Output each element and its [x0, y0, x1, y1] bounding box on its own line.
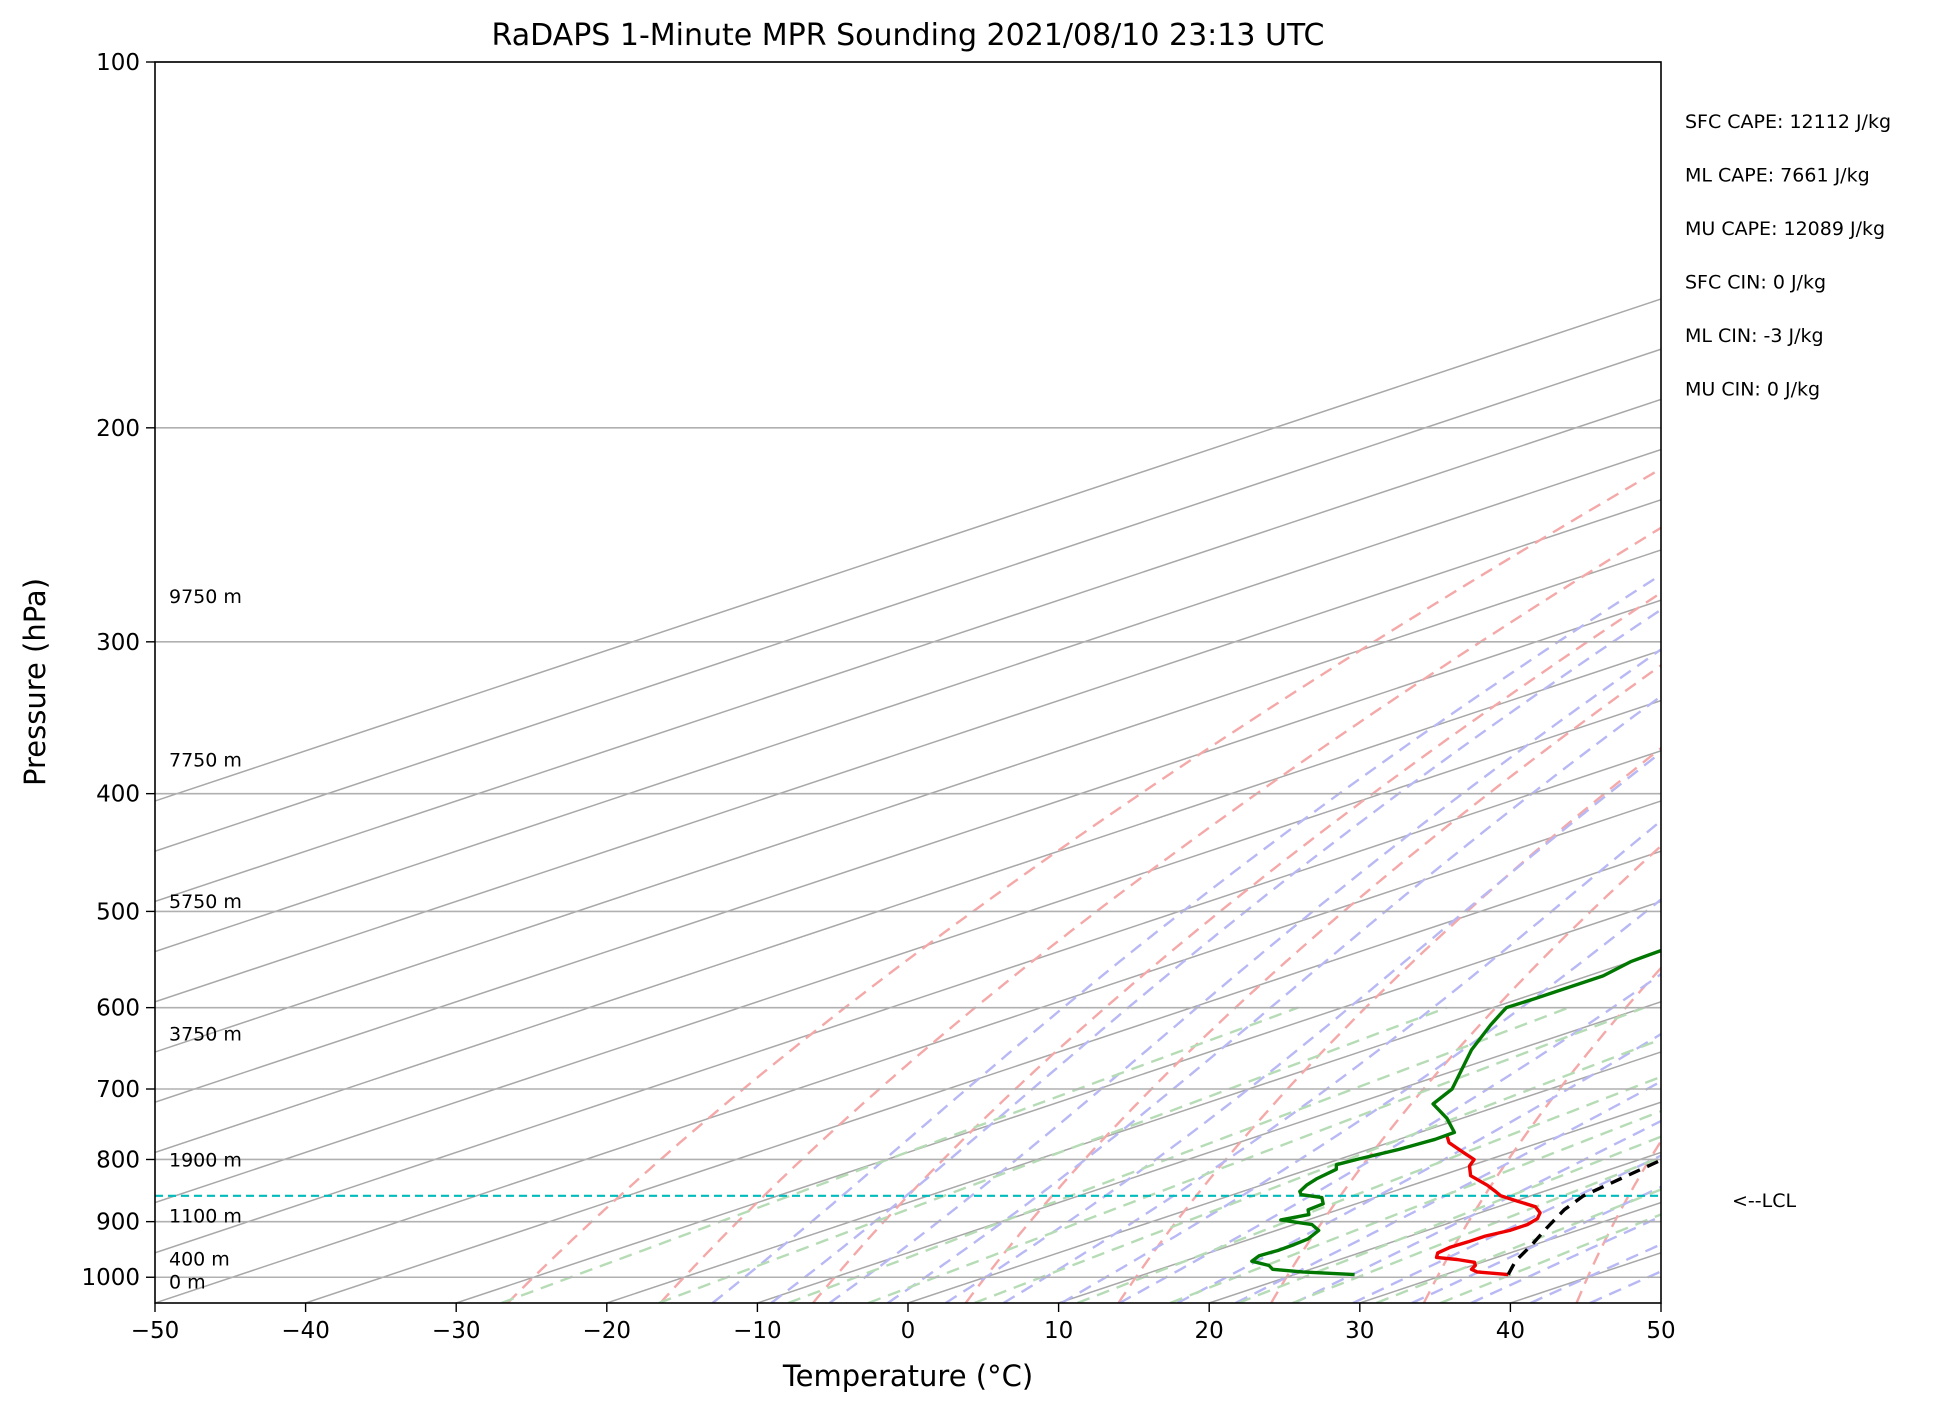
x-tick-label: −20 [583, 1318, 632, 1344]
x-tick-label: 0 [901, 1318, 916, 1344]
y-tick-label: 600 [96, 996, 140, 1022]
x-tick-label: 20 [1195, 1318, 1224, 1344]
stability-indices: SFC CAPE: 12112 J/kg ML CAPE: 7661 J/kg MU… [1685, 111, 1891, 401]
y-tick-label: 300 [96, 630, 140, 656]
x-tick-label: 50 [1646, 1318, 1675, 1344]
x-tick-label: 30 [1345, 1318, 1374, 1344]
plot-background [155, 62, 1661, 1303]
y-tick-label: 100 [96, 50, 140, 76]
height-label: 400 m [169, 1248, 230, 1270]
stability-index-label: SFC CAPE: 12112 J/kg [1685, 111, 1891, 133]
stability-index-label: ML CIN: -3 J/kg [1685, 325, 1824, 347]
lcl-label: <--LCL [1732, 1190, 1796, 1212]
dry-adiabat-line [1882, 62, 1939, 1303]
x-tick-label: 10 [1044, 1318, 1073, 1344]
stability-index-label: SFC CIN: 0 J/kg [1685, 272, 1826, 294]
height-label: 1100 m [169, 1206, 242, 1228]
x-tick-label: −30 [432, 1318, 481, 1344]
x-tick-label: −40 [281, 1318, 330, 1344]
stability-index-label: MU CIN: 0 J/kg [1685, 379, 1820, 401]
stability-index-label: ML CAPE: 7661 J/kg [1685, 165, 1870, 187]
chart-title: RaDAPS 1-Minute MPR Sounding 2021/08/10 … [492, 18, 1325, 53]
y-tick-label: 200 [96, 416, 140, 442]
y-tick-label: 500 [96, 899, 140, 925]
dry-adiabat-line [1729, 62, 1939, 1303]
y-tick-label: 400 [96, 782, 140, 808]
height-label: 0 m [169, 1271, 206, 1293]
y-tick-label: 900 [96, 1210, 140, 1236]
height-label: 1900 m [169, 1149, 242, 1171]
x-tick-label: 40 [1496, 1318, 1525, 1344]
y-axis-title: Pressure (hPa) [18, 578, 52, 786]
y-tick-label: 1000 [81, 1265, 140, 1291]
y-tick-label: 700 [96, 1077, 140, 1103]
height-label: 7750 m [169, 750, 242, 772]
x-tick-label: −10 [733, 1318, 782, 1344]
isotherm-line [1661, 62, 1939, 1303]
stability-index-label: MU CAPE: 12089 J/kg [1685, 218, 1885, 240]
x-tick-label: −50 [131, 1318, 180, 1344]
height-label: 5750 m [169, 891, 242, 913]
y-tick-label: 800 [96, 1147, 140, 1173]
height-label: 9750 m [169, 586, 242, 608]
height-label: 3750 m [169, 1023, 242, 1045]
x-axis-title: Temperature (°C) [782, 1359, 1033, 1393]
